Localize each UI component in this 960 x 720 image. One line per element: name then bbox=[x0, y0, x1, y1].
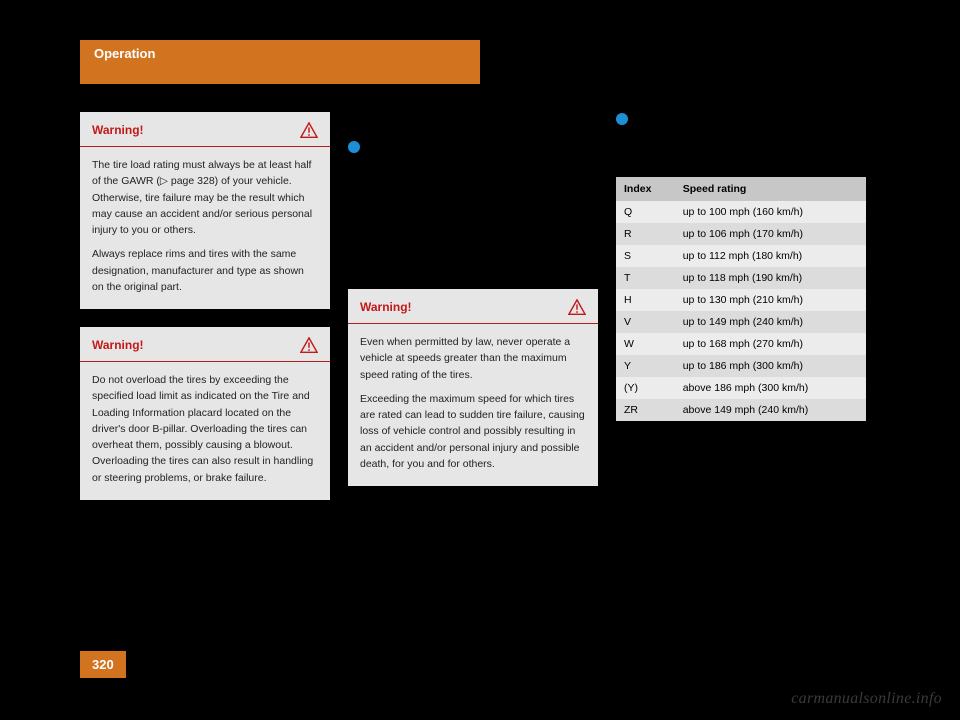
table-row: Vup to 149 mph (240 km/h) bbox=[616, 311, 866, 333]
table-header-cell: Speed rating bbox=[675, 177, 866, 201]
page-content: Operation Warning! The tire load rating … bbox=[80, 40, 900, 518]
table-row: ZRabove 149 mph (240 km/h) bbox=[616, 399, 866, 421]
warning-header: Warning! bbox=[348, 289, 598, 324]
warning-body: Do not overload the tires by exceeding t… bbox=[80, 362, 330, 500]
table-row: (Y)above 186 mph (300 km/h) bbox=[616, 377, 866, 399]
table-cell: up to 168 mph (270 km/h) bbox=[675, 333, 866, 355]
warning-text: Always replace rims and tires with the s… bbox=[92, 246, 318, 295]
table-cell: R bbox=[616, 223, 675, 245]
warning-box-1: Warning! The tire load rating must alway… bbox=[80, 112, 330, 309]
warning-box-2: Warning! Do not overload the tires by ex… bbox=[80, 327, 330, 500]
table-cell: up to 106 mph (170 km/h) bbox=[675, 223, 866, 245]
section-header-bar: Operation bbox=[80, 40, 480, 84]
table-cell: Y bbox=[616, 355, 675, 377]
table-cell: (Y) bbox=[616, 377, 675, 399]
column-1: Warning! The tire load rating must alway… bbox=[80, 112, 330, 518]
warning-triangle-icon bbox=[300, 337, 318, 353]
page-number-badge: 320 bbox=[80, 651, 126, 678]
bullet-icon bbox=[348, 141, 360, 153]
warning-header: Warning! bbox=[80, 112, 330, 147]
column-3: Index Speed rating Qup to 100 mph (160 k… bbox=[616, 112, 866, 518]
table-row: Rup to 106 mph (170 km/h) bbox=[616, 223, 866, 245]
table-cell: up to 112 mph (180 km/h) bbox=[675, 245, 866, 267]
table-cell: H bbox=[616, 289, 675, 311]
warning-box-3: Warning! Even when permitted by law, nev… bbox=[348, 289, 598, 486]
bullet-icon bbox=[616, 113, 628, 125]
bullet-item bbox=[616, 112, 866, 125]
table-cell: up to 100 mph (160 km/h) bbox=[675, 201, 866, 223]
warning-text: Even when permitted by law, never operat… bbox=[360, 334, 586, 383]
column-2: Warning! Even when permitted by law, nev… bbox=[348, 112, 598, 518]
warning-text: The tire load rating must always be at l… bbox=[92, 157, 318, 238]
section-title: Operation bbox=[94, 46, 466, 61]
warning-label: Warning! bbox=[360, 300, 412, 314]
table-cell: S bbox=[616, 245, 675, 267]
warning-body: The tire load rating must always be at l… bbox=[80, 147, 330, 309]
warning-text: Do not overload the tires by exceeding t… bbox=[92, 372, 318, 486]
table-row: Tup to 118 mph (190 km/h) bbox=[616, 267, 866, 289]
table-row: Qup to 100 mph (160 km/h) bbox=[616, 201, 866, 223]
watermark-text: carmanualsonline.info bbox=[791, 690, 942, 708]
table-header-cell: Index bbox=[616, 177, 675, 201]
table-cell: up to 130 mph (210 km/h) bbox=[675, 289, 866, 311]
table-cell: Q bbox=[616, 201, 675, 223]
content-columns: Warning! The tire load rating must alway… bbox=[80, 112, 900, 518]
warning-header: Warning! bbox=[80, 327, 330, 362]
table-cell: up to 149 mph (240 km/h) bbox=[675, 311, 866, 333]
warning-body: Even when permitted by law, never operat… bbox=[348, 324, 598, 486]
speed-rating-table: Index Speed rating Qup to 100 mph (160 k… bbox=[616, 177, 866, 421]
table-row: Sup to 112 mph (180 km/h) bbox=[616, 245, 866, 267]
table-cell: T bbox=[616, 267, 675, 289]
table-header-row: Index Speed rating bbox=[616, 177, 866, 201]
table-cell: W bbox=[616, 333, 675, 355]
warning-label: Warning! bbox=[92, 338, 144, 352]
table-row: Yup to 186 mph (300 km/h) bbox=[616, 355, 866, 377]
table-cell: above 149 mph (240 km/h) bbox=[675, 399, 866, 421]
warning-label: Warning! bbox=[92, 123, 144, 137]
table-row: Hup to 130 mph (210 km/h) bbox=[616, 289, 866, 311]
table-row: Wup to 168 mph (270 km/h) bbox=[616, 333, 866, 355]
table-cell: up to 186 mph (300 km/h) bbox=[675, 355, 866, 377]
table-cell: above 186 mph (300 km/h) bbox=[675, 377, 866, 399]
bullet-item bbox=[348, 140, 598, 153]
warning-triangle-icon bbox=[568, 299, 586, 315]
warning-text: Exceeding the maximum speed for which ti… bbox=[360, 391, 586, 472]
table-cell: V bbox=[616, 311, 675, 333]
warning-triangle-icon bbox=[300, 122, 318, 138]
table-cell: up to 118 mph (190 km/h) bbox=[675, 267, 866, 289]
table-cell: ZR bbox=[616, 399, 675, 421]
page-number: 320 bbox=[92, 657, 114, 672]
